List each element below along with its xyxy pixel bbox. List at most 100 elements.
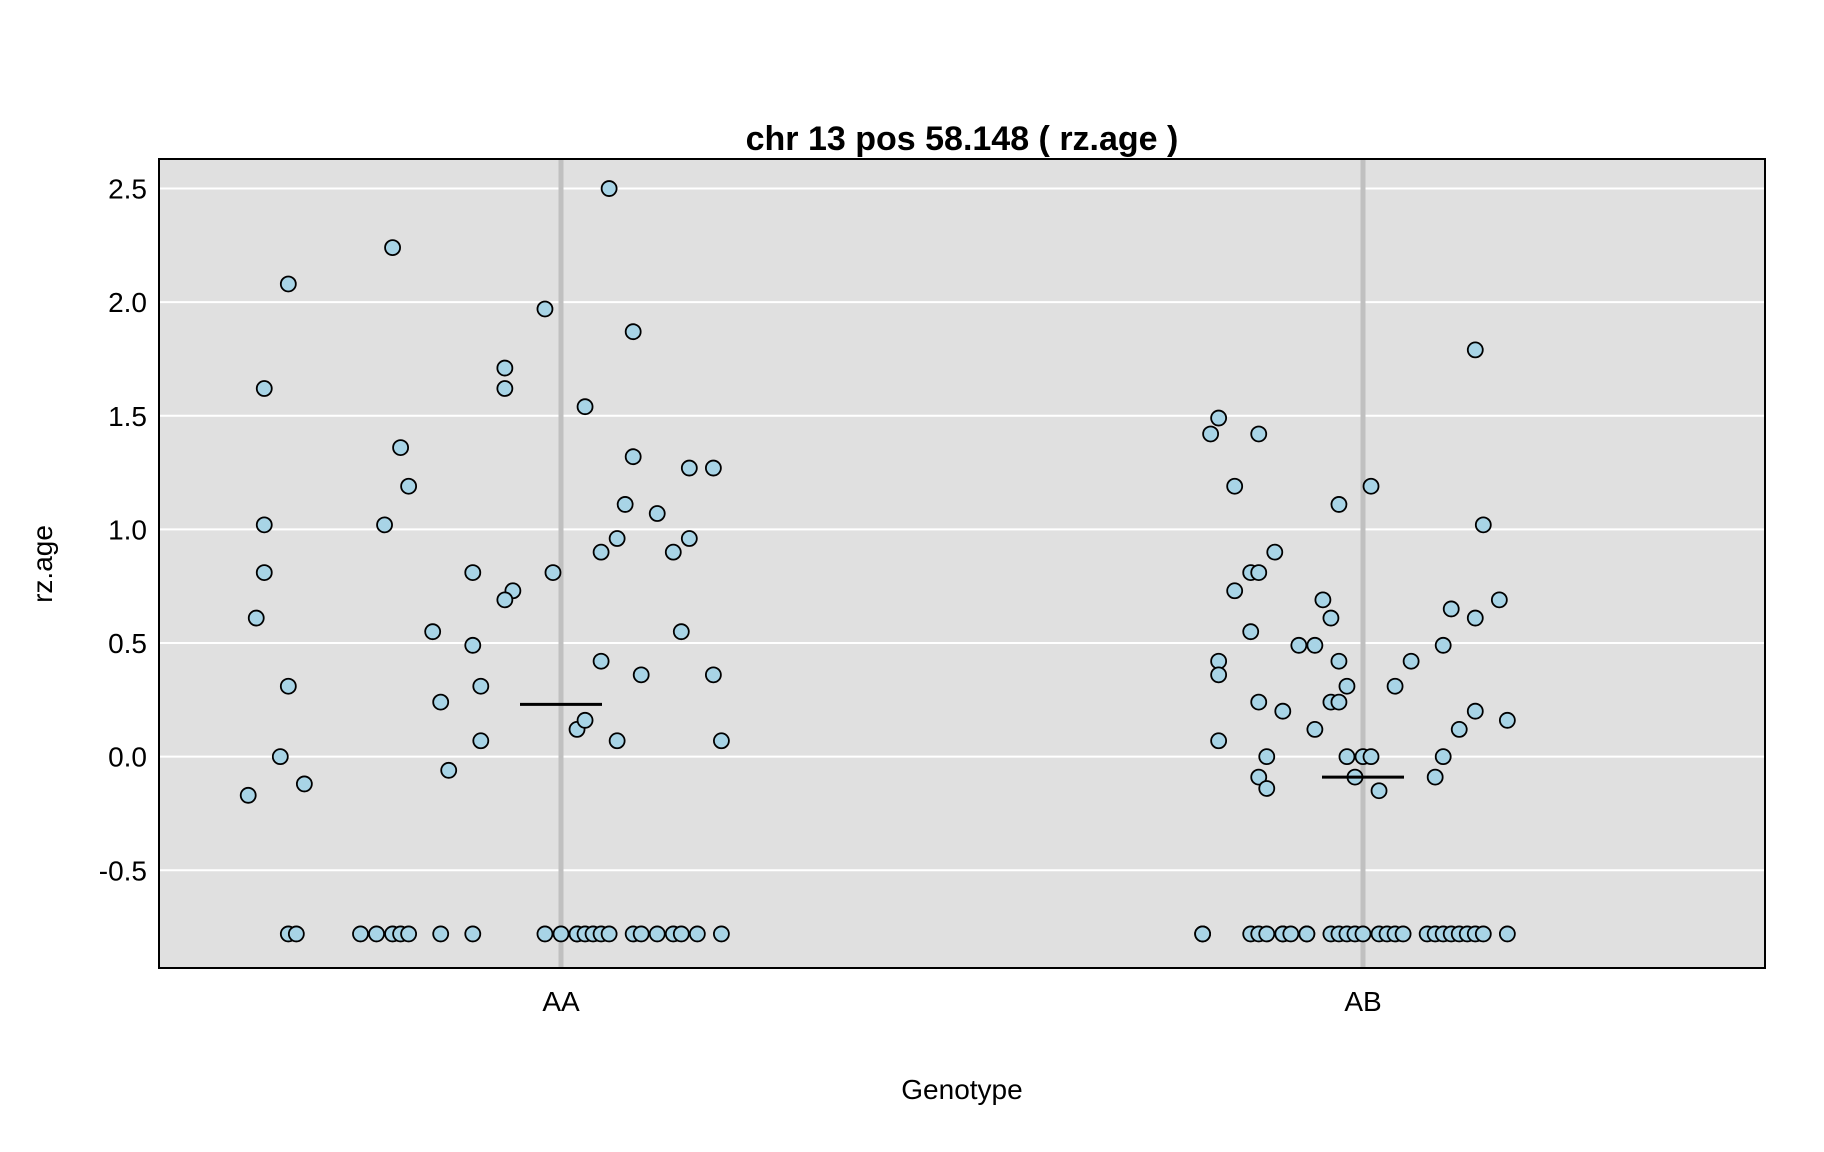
plot-frame xyxy=(158,158,1766,969)
data-point xyxy=(1322,609,1340,627)
x-axis: AA AB xyxy=(542,986,1381,1017)
data-point xyxy=(1474,516,1492,534)
data-point xyxy=(1266,543,1284,561)
data-point xyxy=(672,925,690,943)
data-point xyxy=(1274,702,1292,720)
data-point xyxy=(392,439,410,457)
data-point xyxy=(432,925,450,943)
data-point xyxy=(464,636,482,654)
x-tick-label: AA xyxy=(542,986,580,1017)
data-point xyxy=(368,925,385,943)
data-point xyxy=(1226,582,1244,600)
y-axis-label: rz.age xyxy=(27,525,58,603)
mean-lines xyxy=(520,702,1404,779)
data-point xyxy=(247,609,265,627)
data-point xyxy=(632,925,650,943)
data-point xyxy=(544,564,562,581)
data-point xyxy=(1258,780,1276,797)
data-point xyxy=(1442,600,1460,618)
data-point xyxy=(1250,693,1268,711)
data-point xyxy=(1306,636,1324,654)
data-point xyxy=(680,530,698,547)
data-point xyxy=(1290,636,1308,654)
y-tick-label: 1.5 xyxy=(108,401,147,432)
data-point xyxy=(1202,425,1220,443)
data-point xyxy=(576,398,594,416)
data-point xyxy=(1242,623,1260,641)
y-tick-label: 0.0 xyxy=(108,742,147,773)
data-point xyxy=(496,591,514,609)
y-tick-label: 1.0 xyxy=(108,514,147,545)
data-point xyxy=(424,623,442,641)
y-tick-label: 0.5 xyxy=(108,628,147,659)
data-point xyxy=(1394,925,1412,943)
data-point xyxy=(1434,636,1452,654)
data-point xyxy=(552,925,570,943)
data-point xyxy=(648,505,666,522)
data-point xyxy=(239,786,257,804)
data-point xyxy=(496,380,514,397)
data-point xyxy=(536,925,554,943)
data-point xyxy=(255,380,273,397)
data-point xyxy=(472,732,490,750)
data-point xyxy=(400,925,418,943)
x-tick-label: AB xyxy=(1344,986,1381,1017)
data-point xyxy=(1298,925,1316,943)
data-point xyxy=(255,564,273,581)
data-point xyxy=(1282,925,1300,943)
data-point xyxy=(624,323,642,341)
data-points xyxy=(239,180,1516,943)
data-point xyxy=(1330,496,1348,513)
data-point xyxy=(1402,652,1420,670)
data-point xyxy=(1466,341,1484,359)
data-point xyxy=(1386,677,1404,695)
data-point xyxy=(688,925,706,943)
data-point xyxy=(1434,748,1452,766)
data-point xyxy=(1210,409,1228,427)
data-point xyxy=(1338,677,1356,695)
plot-panel xyxy=(158,158,1766,969)
data-point xyxy=(1338,748,1356,766)
data-point xyxy=(1250,768,1268,786)
data-point xyxy=(1370,782,1388,800)
chart-title: chr 13 pos 58.148 ( rz.age ) xyxy=(746,120,1179,158)
data-point xyxy=(1210,666,1228,684)
data-point xyxy=(1362,477,1380,495)
data-point xyxy=(680,459,698,477)
category-grid xyxy=(558,159,1366,968)
data-point xyxy=(1258,925,1276,943)
data-point xyxy=(1466,702,1484,720)
data-point xyxy=(632,666,650,684)
grid xyxy=(159,187,1765,872)
data-point xyxy=(600,925,618,943)
data-point xyxy=(464,925,482,943)
data-point xyxy=(624,448,642,466)
data-point xyxy=(440,761,458,779)
data-point xyxy=(1498,925,1516,943)
data-point xyxy=(1226,477,1244,495)
data-point xyxy=(472,677,490,695)
data-point xyxy=(608,732,626,750)
data-point xyxy=(1330,652,1348,670)
data-point xyxy=(376,516,393,534)
y-axis: 2.5 2.0 1.5 1.0 0.5 0.0 -0.5 xyxy=(99,174,147,887)
data-point xyxy=(592,543,610,561)
data-point xyxy=(1466,609,1484,627)
data-point xyxy=(713,925,730,943)
data-point xyxy=(1250,425,1268,443)
data-point xyxy=(271,748,289,766)
data-point xyxy=(536,300,554,318)
data-point xyxy=(255,516,273,534)
data-point xyxy=(1474,925,1492,943)
data-point xyxy=(704,459,722,477)
y-tick-label: -0.5 xyxy=(99,855,147,886)
data-point xyxy=(1330,693,1348,711)
data-point xyxy=(384,239,401,257)
data-point xyxy=(704,666,722,684)
data-point xyxy=(1258,748,1276,766)
data-point xyxy=(672,623,690,641)
data-point xyxy=(576,711,594,729)
data-point xyxy=(1362,748,1380,766)
data-point xyxy=(592,652,610,670)
